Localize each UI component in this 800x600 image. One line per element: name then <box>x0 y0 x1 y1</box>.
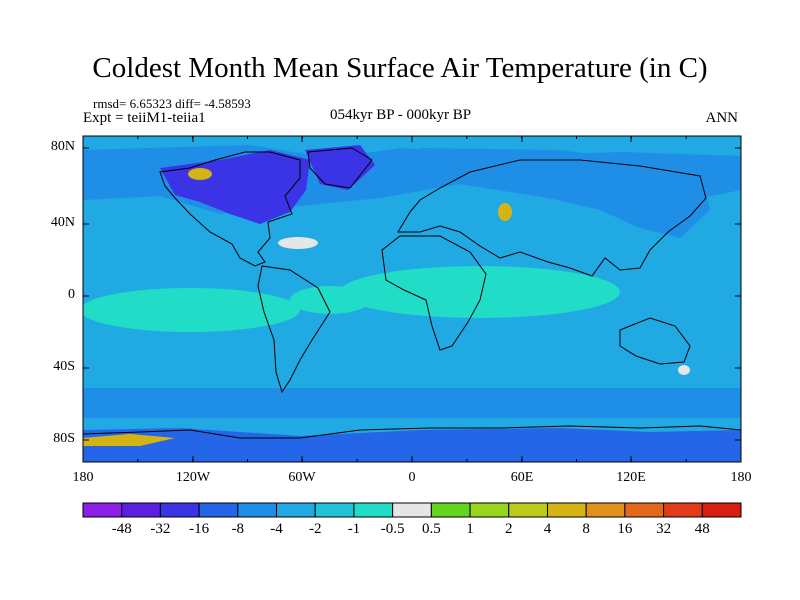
colorbar-label: -2 <box>308 521 322 537</box>
rmsd-diff-label: rmsd= 6.65323 diff= -4.58593 <box>93 96 251 111</box>
colorbar-label: -8 <box>231 521 245 537</box>
colorbar-swatch <box>624 502 665 518</box>
coast-north-america <box>159 151 301 267</box>
experiment-label: Expt = teiiM1-teiia1 <box>83 110 206 126</box>
colorbar-swatch <box>508 502 548 518</box>
colorbar-label: 4 <box>543 521 552 537</box>
colorbar-swatch <box>663 502 703 518</box>
colorbar-label: 48 <box>694 521 710 537</box>
antarctica <box>83 428 741 462</box>
lon-label: 60E <box>510 470 534 485</box>
colorbar-swatch <box>546 502 587 518</box>
colorbar-swatch <box>82 502 123 518</box>
coast-africa <box>381 235 487 351</box>
colorbar-label: 16 <box>617 521 633 537</box>
lon-label: 0 <box>408 470 416 485</box>
coast-greenland <box>307 147 373 189</box>
colorbar-label: 32 <box>656 521 672 537</box>
season-label: ANN <box>705 110 739 126</box>
period-label: 054kyr BP - 000kyr BP <box>330 107 472 123</box>
colorbar-label: -0.5 <box>380 521 405 537</box>
colorbar-label: 0.5 <box>421 521 441 537</box>
coastlines <box>83 147 741 439</box>
lat-label: 40S <box>53 359 75 374</box>
coast-eurasia <box>397 159 707 277</box>
white-spot-atlantic <box>278 237 318 249</box>
lon-label: 60W <box>288 470 316 485</box>
coast-south-america <box>257 265 331 394</box>
colorbar-swatch <box>198 502 239 518</box>
colorbar-swatch <box>159 502 200 518</box>
lat-label: 80N <box>50 139 75 154</box>
coast-australia <box>619 317 691 365</box>
colorbar-label: 2 <box>505 521 513 537</box>
white-spot-tasmania <box>678 365 690 375</box>
eurasia-cold <box>420 148 710 238</box>
colorbar <box>82 502 742 518</box>
colorbar-swatch <box>314 502 355 518</box>
warm-spot-caspian <box>498 203 512 221</box>
coast-antarctica <box>83 425 741 439</box>
colorbar-label: -48 <box>111 521 132 537</box>
colorbar-label: -4 <box>270 521 283 537</box>
colorbar-swatch <box>585 502 626 518</box>
colorbar-label: -1 <box>347 521 361 537</box>
temperature-field <box>83 136 741 462</box>
colorbar-label: 8 <box>582 521 590 537</box>
warm-spot-ross <box>83 434 175 446</box>
southern-ocean-band <box>83 388 741 418</box>
tropical-patch-atlantic <box>290 286 370 314</box>
colorbar-swatch <box>392 502 432 518</box>
map-title: Coldest Month Mean Surface Air Temperatu… <box>92 52 708 84</box>
warm-spot-alaska <box>188 168 212 180</box>
colorbar-label: -32 <box>150 521 171 537</box>
colorbar-swatch <box>353 502 394 518</box>
tropical-patch-indian <box>340 266 620 318</box>
colorbar-swatch <box>237 502 278 518</box>
axis-ticks <box>82 136 742 462</box>
lon-label: 180 <box>72 470 94 485</box>
lat-label: 80S <box>53 431 75 446</box>
colorbar-label: -16 <box>189 521 210 537</box>
lon-label: 120E <box>616 470 646 485</box>
tropical-patch-pacific <box>83 288 300 332</box>
lon-label: 120W <box>175 470 211 485</box>
lon-label: 180 <box>730 470 752 485</box>
lat-label: 40N <box>50 215 75 230</box>
colorbar-swatch <box>276 502 316 518</box>
colorbar-swatch <box>701 502 742 518</box>
colorbar-swatch <box>430 502 471 518</box>
colorbar-label: 1 <box>466 521 474 537</box>
colorbar-swatch <box>469 502 510 518</box>
lat-label: 0 <box>68 287 75 302</box>
colorbar-swatch <box>121 502 161 518</box>
